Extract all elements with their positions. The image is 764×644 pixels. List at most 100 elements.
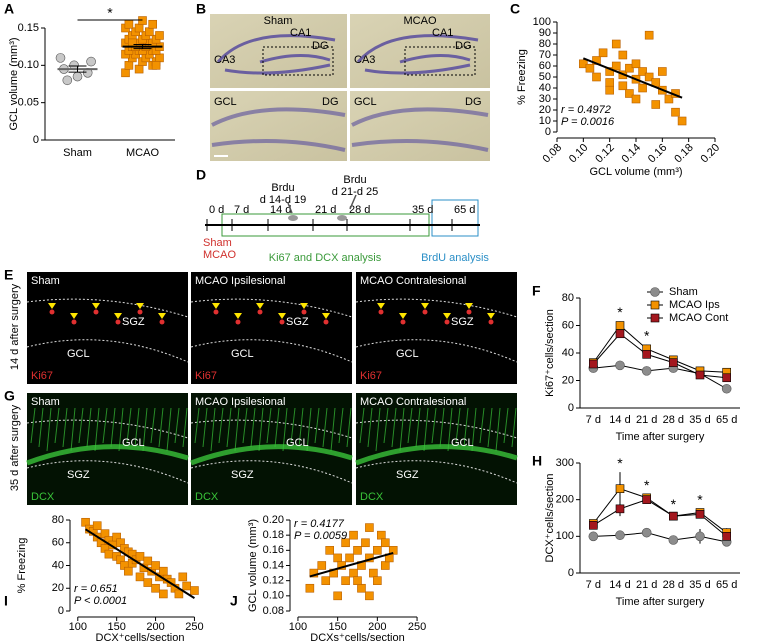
image-title: MCAO Contralesional	[360, 396, 466, 408]
y-tick-label: 10	[539, 115, 551, 127]
y-tick-label: 0.08	[263, 605, 284, 617]
x-tick-label: 150	[107, 621, 125, 633]
dcx-fiber	[266, 407, 272, 444]
data-point	[579, 59, 588, 69]
cell-marker	[322, 313, 330, 319]
data-point	[349, 568, 358, 578]
data-point	[625, 63, 634, 73]
data-point	[722, 532, 731, 541]
ki67-cell	[323, 319, 329, 325]
data-point	[618, 50, 628, 60]
region-label: SGZ	[451, 316, 474, 328]
data-point	[159, 566, 168, 576]
ki67-cell	[400, 319, 406, 325]
data-point	[605, 67, 614, 76]
day-ticks: 0 d 7 d 14 d 21 d 28 d 35 d 65 d	[206, 204, 475, 231]
column-title: MCAO	[404, 15, 437, 27]
series-line	[593, 499, 727, 537]
data-point	[135, 552, 145, 561]
dcx-fiber	[487, 407, 493, 448]
ki67-cell	[71, 319, 77, 325]
data-point	[605, 85, 614, 95]
data-point	[62, 75, 73, 86]
data-point	[121, 68, 130, 78]
x-tick-label: 14 d	[609, 579, 630, 591]
region-label: CA3	[214, 54, 235, 66]
cell-marker	[256, 303, 264, 309]
x-tick-label: 200	[368, 621, 386, 633]
dcx-fiber	[290, 407, 296, 444]
data-point	[677, 116, 687, 126]
data-point	[615, 504, 625, 514]
dcx-layer	[26, 444, 189, 466]
data-point	[588, 531, 599, 542]
data-point	[373, 546, 382, 555]
panel-label: B	[196, 1, 206, 17]
data-point	[611, 61, 621, 71]
data-point	[135, 572, 145, 582]
data-point	[615, 321, 625, 330]
data-point	[651, 100, 661, 109]
data-point	[317, 561, 327, 570]
data-point	[182, 581, 191, 591]
dcx-layer	[190, 444, 353, 466]
y-tick-label: 0.18	[263, 529, 284, 541]
x-tick-label: 7 d	[586, 414, 601, 426]
data-point	[55, 53, 66, 63]
y-tick-label: 0	[568, 567, 574, 579]
y-tick-label: 40	[539, 82, 551, 94]
data-point	[669, 358, 678, 367]
data-point	[159, 589, 168, 599]
data-point	[671, 107, 680, 117]
y-axis-label: GCL volume (mm³)	[8, 37, 20, 130]
panel-label: J	[230, 593, 238, 609]
dcx-fiber	[150, 407, 156, 444]
brdu-title: Brdu	[343, 174, 366, 186]
micrograph	[191, 272, 352, 384]
region-label: GCL	[122, 437, 145, 449]
layer-outline	[26, 298, 189, 363]
y-tick-label: 60	[562, 319, 574, 331]
dcx-fiber	[383, 407, 389, 444]
day-label: 21 d	[315, 204, 336, 216]
dcx-fiber	[282, 407, 288, 452]
y-tick-label: 0.10	[18, 59, 39, 71]
region-label: GCL	[67, 348, 90, 360]
x-tick-label: 65 d	[716, 579, 737, 591]
x-tick-label: 0.16	[646, 142, 670, 166]
regression-line	[309, 551, 394, 578]
x-tick-label: 7 d	[586, 579, 601, 591]
y-axis-label: GCL volume (mm³)	[247, 519, 259, 612]
group-label: MCAO	[203, 249, 236, 261]
layer-outline	[355, 419, 518, 484]
y-tick-label: 0	[33, 134, 39, 146]
ki67-cell	[257, 309, 263, 315]
mouse-icon	[288, 215, 298, 221]
data-point	[695, 531, 705, 542]
data-point	[658, 67, 667, 76]
y-tick-label: 0.15	[18, 22, 39, 34]
y-tick-label: 100	[556, 530, 574, 542]
data-point	[353, 546, 362, 555]
y-tick-label: 0	[545, 126, 551, 138]
y-axis-label: DCX⁺cells/section	[544, 474, 556, 563]
significance: *	[617, 455, 623, 471]
histology-image	[350, 91, 490, 161]
panel-label: H	[532, 453, 542, 469]
data-point	[341, 576, 350, 585]
region-label: GCL	[396, 348, 419, 360]
data-point	[631, 94, 641, 104]
significance: *	[697, 492, 703, 508]
data-point	[365, 591, 374, 601]
dcx-layer	[355, 444, 518, 466]
mouse-icon	[337, 215, 347, 221]
dcx-fiber	[242, 407, 248, 444]
data-point	[333, 591, 342, 601]
data-point	[641, 527, 652, 538]
data-point	[333, 553, 342, 563]
data-point	[124, 19, 134, 29]
ki67-cell	[279, 319, 285, 325]
data-point	[349, 530, 358, 540]
brdu-title: Brdu	[271, 182, 294, 194]
dcx-fiber	[298, 407, 304, 448]
